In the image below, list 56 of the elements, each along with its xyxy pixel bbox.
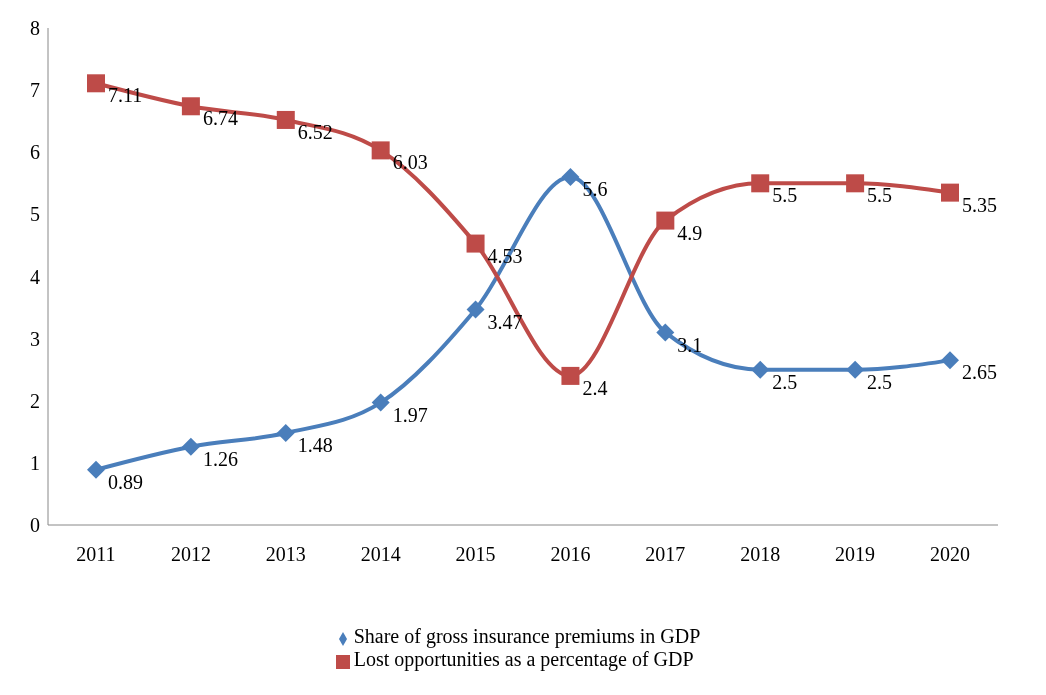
- data-label: 6.74: [202, 107, 238, 130]
- point: [751, 174, 770, 193]
- point: [466, 234, 485, 253]
- x-tick-label: 2013: [265, 543, 306, 566]
- data-label: 1.97: [392, 403, 428, 426]
- y-tick-label: 6: [30, 141, 40, 164]
- point: [276, 110, 295, 129]
- y-tick-label: 0: [30, 514, 40, 537]
- x-tick-label: 2012: [170, 543, 211, 566]
- point: [656, 211, 675, 230]
- point: [181, 97, 200, 116]
- data-label: 4.9: [677, 221, 703, 244]
- x-tick-label: 2015: [455, 543, 496, 566]
- data-label: 5.5: [867, 184, 893, 207]
- data-label: 3.47: [487, 310, 523, 333]
- point: [751, 360, 770, 379]
- point: [941, 351, 959, 370]
- point: [846, 174, 865, 193]
- y-tick-label: 4: [30, 265, 40, 288]
- x-tick-label: 2014: [360, 543, 401, 566]
- legend-label: Lost opportunities as a percentage of GDP: [353, 648, 694, 670]
- y-tick-label: 8: [30, 17, 40, 40]
- point: [181, 437, 200, 456]
- x-tick-label: 2019: [835, 543, 876, 566]
- data-label: 0.89: [108, 470, 143, 493]
- data-label: 5.35: [962, 193, 997, 216]
- point: [87, 74, 105, 93]
- point: [371, 141, 390, 160]
- data-label: 1.48: [297, 434, 333, 457]
- data-label: 2.5: [867, 370, 893, 393]
- point: [941, 183, 959, 202]
- y-tick-label: 2: [30, 389, 40, 412]
- y-tick-label: 5: [30, 203, 40, 226]
- y-tick-label: 3: [30, 327, 40, 350]
- x-tick-label: 2018: [740, 543, 781, 566]
- point: [466, 300, 485, 319]
- data-label: 2.4: [582, 377, 608, 399]
- point: [561, 366, 580, 385]
- data-label: 2.5: [772, 370, 798, 393]
- point: [371, 393, 390, 412]
- data-label: 2.65: [962, 361, 997, 384]
- data-label: 5.5: [772, 184, 798, 207]
- data-label: 6.52: [297, 121, 333, 144]
- x-tick-label: 2020: [930, 543, 970, 566]
- point: [87, 460, 105, 479]
- point: [846, 360, 865, 379]
- point: [656, 323, 675, 342]
- point: [561, 168, 580, 187]
- point: [276, 424, 295, 443]
- data-label: 1.26: [202, 447, 238, 470]
- y-tick-label: 1: [30, 451, 40, 474]
- y-tick-label: 7: [30, 79, 40, 102]
- x-tick-label: 2016: [550, 543, 591, 566]
- legend-label: Share of gross insurance premiums in GDP: [353, 625, 701, 647]
- x-tick-label: 2011: [76, 543, 116, 566]
- x-tick-label: 2017: [645, 543, 686, 566]
